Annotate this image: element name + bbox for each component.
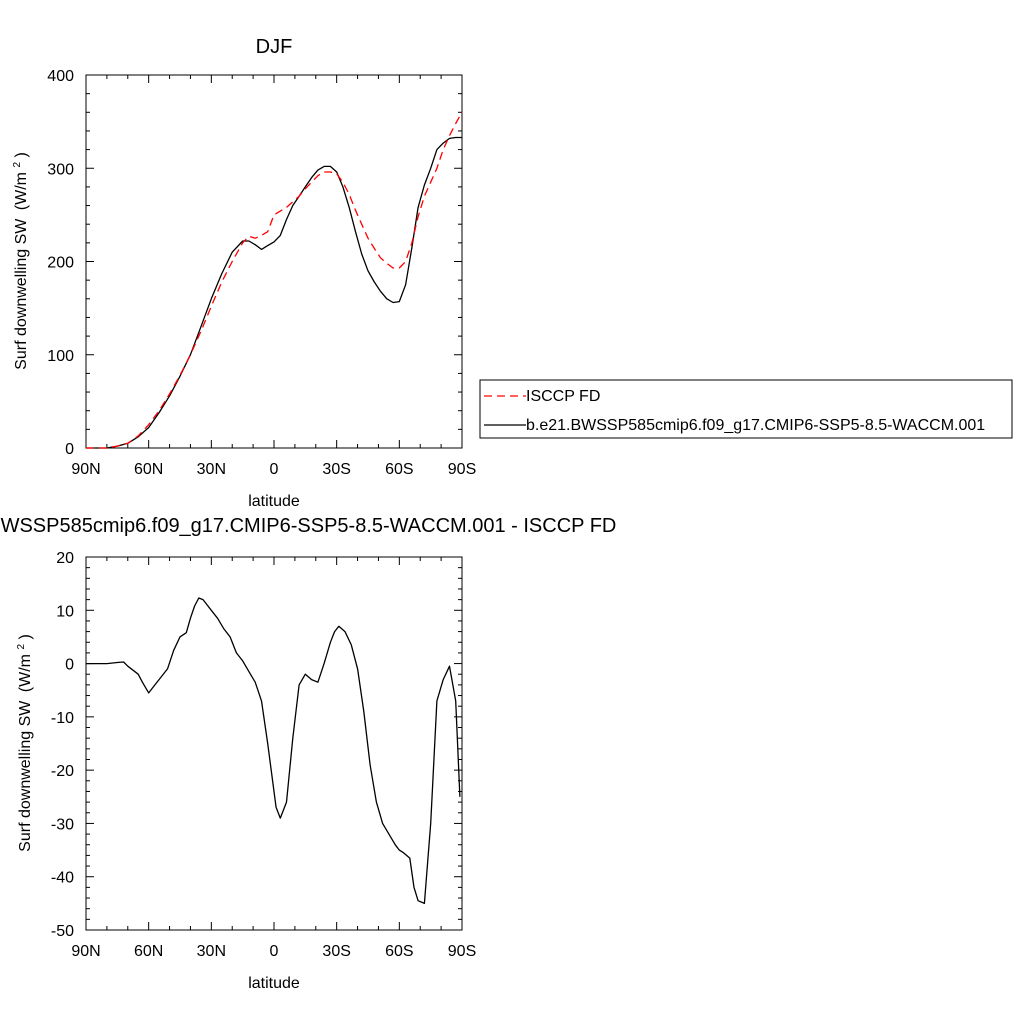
top-x-tick-label: 90S (448, 461, 476, 478)
bottom-x-tick-label: 90S (448, 943, 476, 960)
top-y-tick-label: 300 (47, 161, 74, 178)
top-y-ticks: 0 100 200 300 400 (47, 68, 462, 458)
top-x-tick-label: 0 (270, 461, 279, 478)
top-y-tick-label: 100 (47, 348, 74, 365)
bottom-y-axis-label-main: Surf downwelling SW (17, 700, 34, 852)
bottom-y-tick-label: -40 (51, 870, 74, 887)
bottom-x-tick-label: 60S (385, 943, 413, 960)
top-y-tick-label: 200 (47, 255, 74, 272)
bottom-y-tick-label: -10 (51, 710, 74, 727)
bottom-y-axis-label-unit-close: ) (17, 634, 34, 639)
bottom-x-ticks: 90N 60N 30N 0 30S 60S 90S (71, 557, 476, 960)
top-y-tick-label: 0 (65, 441, 74, 458)
bottom-y-tick-label: 0 (65, 657, 74, 674)
bottom-series-lines (86, 597, 461, 905)
top-x-tick-label: 30S (322, 461, 350, 478)
top-y-tick-label: 400 (47, 68, 74, 85)
bottom-plot-frame (85, 556, 463, 931)
bottom-x-tick-label: 60N (134, 943, 163, 960)
legend-label-isccp: ISCCP FD (526, 388, 600, 405)
top-x-tick-label: 90N (71, 461, 100, 478)
top-plot-frame (85, 74, 463, 449)
top-x-tick-label: 60N (134, 461, 163, 478)
top-y-axis-label-unit: (W/m (13, 172, 30, 210)
bottom-x-tick-label: 0 (270, 943, 279, 960)
top-y-axis-label-main: Surf downwelling SW (13, 218, 30, 370)
bottom-x-tick-label: 30N (197, 943, 226, 960)
bottom-y-tick-label: -30 (51, 816, 74, 833)
top-x-axis-label: latitude (248, 493, 300, 510)
top-model-line (86, 136, 462, 449)
bottom-x-tick-label: 30S (322, 943, 350, 960)
top-x-tick-label: 30N (197, 461, 226, 478)
bottom-chart-title: b.e21.BWSSP585cmip6.f09_g17.CMIP6-SSP5-8… (0, 515, 616, 537)
bottom-x-axis-label: latitude (248, 975, 300, 992)
bottom-y-tick-label: 20 (56, 550, 74, 567)
top-x-tick-label: 60S (385, 461, 413, 478)
legend-box (479, 379, 1013, 439)
bottom-y-ticks: -50 -40 -30 -20 -10 0 10 20 (51, 550, 462, 940)
top-y-axis-label-unit-close: ) (13, 152, 30, 157)
top-chart-title: DJF (256, 36, 293, 58)
top-y-axis-label-unit-exp: 2 (12, 162, 23, 168)
bottom-y-tick-label: -20 (51, 763, 74, 780)
bottom-x-tick-label: 90N (71, 943, 100, 960)
top-x-ticks: 90N 60N 30N 0 30S 60S 90S (71, 75, 476, 478)
bottom-difference-line (86, 597, 461, 905)
top-isccp-fd-line (86, 111, 463, 449)
top-series-lines (86, 111, 463, 449)
top-panel: DJF 0 100 200 300 400 90N 60N 30N 0 30S 60S 90S la… (7, 36, 1013, 510)
bottom-y-axis-label-unit: (W/m (17, 654, 34, 692)
legend-label-model: b.e21.BWSSP585cmip6.f09_g17.CMIP6-SSP5-8… (526, 417, 985, 434)
legend: ISCCP FD b.e21.BWSSP585cmip6.f09_g17.CMI… (479, 379, 1013, 439)
bottom-panel: b.e21.BWSSP585cmip6.f09_g17.CMIP6-SSP5-8… (0, 515, 616, 992)
bottom-y-tick-label: -50 (51, 923, 74, 940)
bottom-y-axis-label-unit-exp: 2 (16, 644, 27, 650)
bottom-y-tick-label: 10 (56, 603, 74, 620)
bottom-y-axis-label: Surf downwelling SW (W/m 2 ) (11, 634, 34, 852)
top-y-axis-label: Surf downwelling SW (W/m 2 ) (7, 152, 30, 370)
